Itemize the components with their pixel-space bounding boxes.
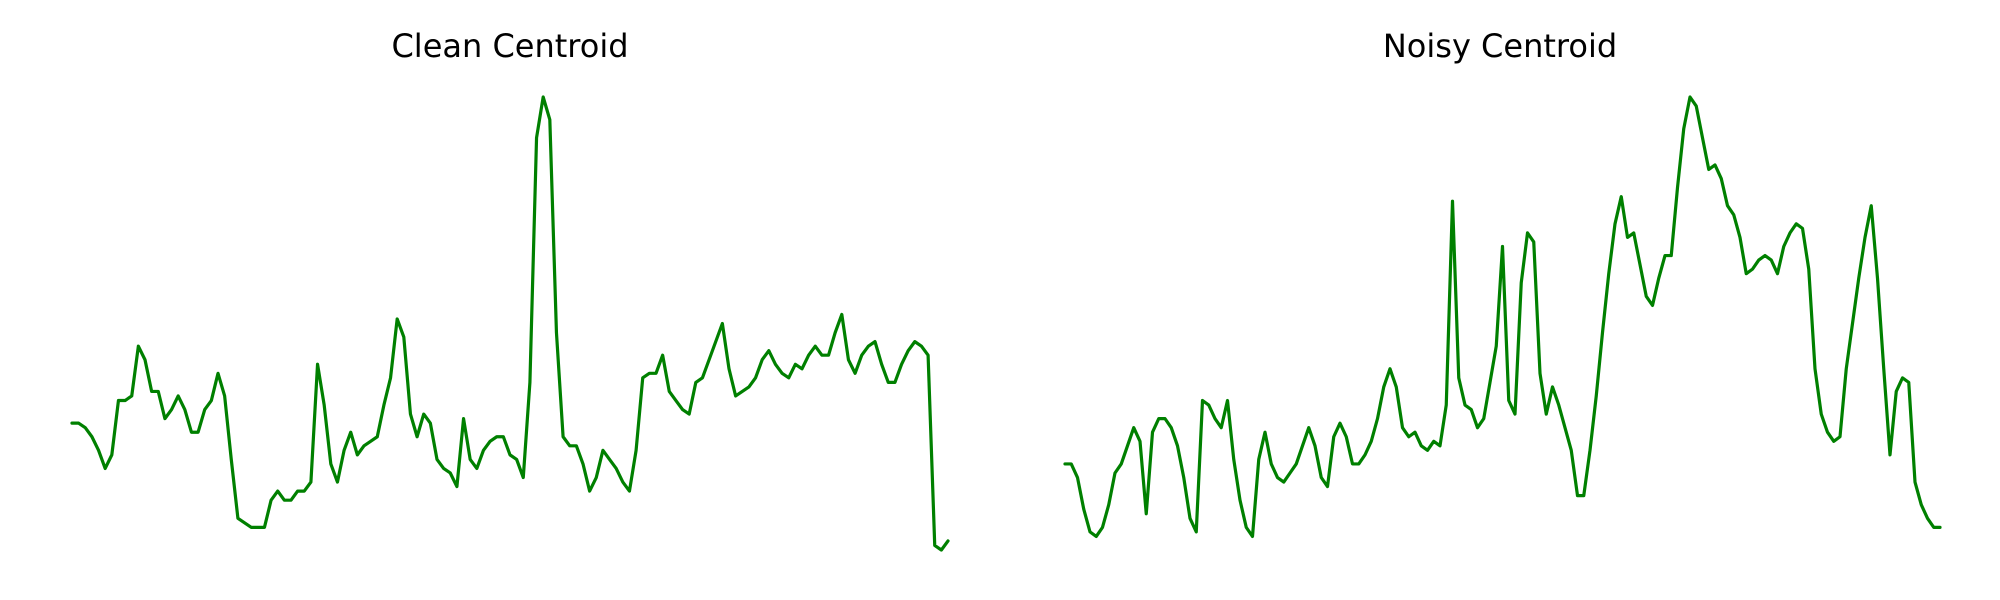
series-line-noisy-centroid [1063,95,1942,539]
chart-clean-centroid: Clean Centroid [70,27,950,552]
chart-noisy-centroid: Noisy Centroid [1063,27,1942,539]
chart-title-noisy-centroid: Noisy Centroid [1383,27,1617,65]
series-line-clean-centroid [70,95,950,552]
chart-title-clean-centroid: Clean Centroid [391,27,628,65]
